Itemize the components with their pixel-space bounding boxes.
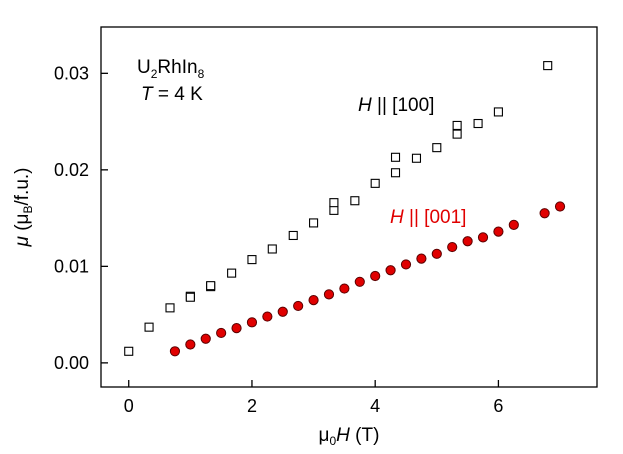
circle-marker	[277, 306, 288, 317]
square-marker	[390, 168, 401, 178]
circle-marker	[293, 300, 304, 312]
square-marker	[452, 129, 462, 139]
square-marker	[452, 120, 462, 130]
circle-marker	[554, 201, 566, 212]
circle-marker	[246, 317, 258, 328]
circle-marker	[216, 327, 227, 339]
series-h-parallel-001	[169, 201, 566, 357]
square-marker	[165, 303, 175, 313]
circle-marker	[323, 289, 335, 300]
series-label-001: H || [001]	[390, 207, 466, 228]
square-marker	[493, 107, 503, 117]
series-label-100: H || [100]	[358, 95, 434, 116]
circle-marker	[431, 248, 442, 259]
circle-marker	[339, 283, 350, 294]
x-tick-label: 0	[124, 396, 134, 416]
y-axis-title: μ (μB/f.u.)	[12, 167, 35, 247]
series-h-parallel-100	[124, 61, 553, 356]
circle-marker	[400, 259, 412, 270]
square-marker	[124, 346, 134, 356]
square-marker	[390, 152, 401, 162]
square-marker	[350, 196, 360, 206]
circle-marker	[447, 241, 458, 253]
y-tick-label: 0.03	[54, 63, 89, 83]
plot-frame	[100, 26, 598, 388]
circle-marker	[385, 265, 396, 276]
circle-marker	[262, 311, 273, 322]
x-tick-label: 6	[493, 396, 503, 416]
square-marker	[185, 292, 195, 302]
square-marker	[370, 178, 380, 188]
x-tick-label: 4	[370, 396, 380, 416]
square-marker	[411, 153, 422, 163]
square-marker	[227, 268, 237, 278]
square-marker	[288, 230, 298, 241]
circle-marker	[416, 253, 427, 264]
square-marker	[543, 61, 553, 71]
circle-marker	[477, 232, 489, 243]
square-marker	[247, 255, 257, 265]
circle-marker	[354, 276, 365, 287]
circle-marker	[308, 295, 319, 306]
x-axis-title: μ0H (T)	[319, 425, 380, 448]
compound-label: U2RhIn8	[137, 57, 205, 81]
y-tick-label: 0.02	[54, 160, 89, 180]
circle-marker	[370, 270, 381, 282]
axis-ticks: 0 2 4 6 0.00 0.01 0.02 0.03	[54, 63, 503, 416]
x-tick-label: 2	[247, 396, 257, 416]
square-marker	[432, 143, 442, 153]
square-marker	[206, 281, 216, 291]
square-marker	[144, 322, 154, 332]
circle-marker	[462, 236, 473, 247]
y-tick-label: 0.01	[54, 256, 89, 276]
circle-marker	[493, 226, 504, 237]
temperature-label: T = 4 K	[141, 84, 203, 105]
square-marker	[329, 198, 339, 208]
square-marker	[473, 118, 483, 129]
circle-marker	[231, 323, 242, 334]
circle-marker	[508, 219, 519, 230]
square-marker	[267, 244, 277, 254]
square-marker	[329, 205, 339, 215]
circle-marker	[169, 346, 181, 357]
square-marker	[309, 218, 319, 228]
circle-marker	[539, 208, 550, 219]
y-tick-label: 0.00	[54, 353, 89, 373]
circle-marker	[200, 333, 211, 344]
circle-marker	[185, 339, 196, 350]
